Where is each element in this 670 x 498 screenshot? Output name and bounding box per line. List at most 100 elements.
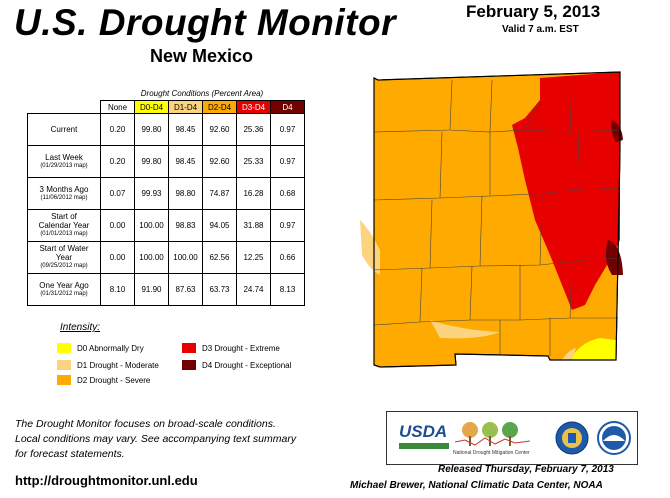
- author-credit: Michael Brewer, National Climatic Data C…: [350, 480, 603, 491]
- row-label-date: (01/01/2013 map): [40, 231, 88, 237]
- column-header: D3-D4: [236, 100, 271, 114]
- d1-area-southwest: [430, 320, 500, 339]
- partner-logos: USDA National Drought Mitigation Center: [386, 411, 638, 465]
- table-row: Last Week (01/29/2013 map) 0.20 99.80 98.45 9…: [27, 145, 305, 178]
- legend-item-d0: D0 Abnormally Dry: [57, 343, 144, 353]
- table-cell: 8.10: [100, 273, 135, 306]
- legend-swatch: [182, 343, 196, 353]
- table-cell: 0.20: [100, 145, 135, 178]
- table-cell: 92.60: [202, 113, 237, 146]
- row-label: 3 Months Ago (11/06/2012 map): [27, 177, 101, 210]
- table-cell: 91.90: [134, 273, 169, 306]
- column-header: None: [100, 100, 135, 114]
- legend-swatch: [57, 360, 71, 370]
- county-boundaries: [373, 75, 621, 356]
- state-name: New Mexico: [150, 46, 254, 66]
- state-border: [373, 71, 621, 368]
- footnote-line: Local conditions may vary. See accompany…: [15, 433, 297, 445]
- table-cell: 0.97: [270, 209, 305, 242]
- table-caption: Drought Conditions (Percent Area): [140, 89, 264, 98]
- table-cell: 98.80: [168, 177, 203, 210]
- table-cell: 100.00: [168, 241, 203, 274]
- row-label-text: Start of Water Year: [39, 244, 89, 262]
- table-header-row: None D0-D4 D1-D4 D2-D4 D3-D4 D4: [28, 100, 305, 114]
- footnote: The Drought Monitor focuses on broad-sca…: [15, 417, 296, 462]
- row-label: Start of Water Year (09/25/2012 map): [27, 241, 101, 274]
- legend-swatch: [182, 360, 196, 370]
- map-title: U.S. Drought Monitor: [14, 2, 396, 43]
- table-cell: 0.68: [270, 177, 305, 210]
- legend-label: D2 Drought - Severe: [77, 375, 151, 385]
- table-cell: 0.97: [270, 113, 305, 146]
- row-label-text: 3 Months Ago: [39, 184, 89, 194]
- table-cell: 0.00: [100, 209, 135, 242]
- legend-label: D4 Drought - Exceptional: [202, 360, 292, 370]
- legend-item-d3: D3 Drought - Extreme: [182, 343, 280, 353]
- footnote-line: for forecast statements.: [15, 448, 125, 460]
- row-label: Last Week (01/29/2013 map): [27, 145, 101, 178]
- row-label-date: (11/06/2012 map): [40, 194, 88, 201]
- table-cell: 25.36: [236, 113, 271, 146]
- legend-label: D1 Drought - Moderate: [77, 360, 159, 370]
- column-header: D1-D4: [168, 100, 203, 114]
- header-blank: [28, 101, 101, 114]
- row-label-date: (01/29/2013 map): [40, 162, 88, 169]
- row-label: Current: [27, 113, 101, 146]
- legend-swatch: [57, 375, 71, 385]
- legend-label: D0 Abnormally Dry: [77, 343, 144, 353]
- column-header: D0-D4: [134, 100, 169, 114]
- table-cell: 98.45: [168, 145, 203, 178]
- table-cell: 74.87: [202, 177, 237, 210]
- row-label-text: Last Week: [45, 152, 83, 162]
- legend-item-d1: D1 Drought - Moderate: [57, 360, 159, 370]
- row-label-text: Current: [50, 125, 78, 134]
- legend-item-d2: D2 Drought - Severe: [57, 375, 150, 385]
- table-cell: 8.13: [270, 273, 305, 306]
- table-cell: 62.56: [202, 241, 237, 274]
- d4-area-east: [605, 240, 623, 275]
- d1-area-southeast: [562, 348, 576, 360]
- table-row: One Year Ago (01/31/2012 map) 8.10 91.90 87.…: [27, 273, 305, 306]
- table-cell: 94.05: [202, 209, 237, 242]
- map-date: February 5, 2013: [466, 2, 601, 21]
- table-cell: 99.80: [134, 113, 169, 146]
- table-cell: 12.25: [236, 241, 271, 274]
- d1-area-west: [360, 220, 380, 275]
- table-cell: 0.97: [270, 145, 305, 178]
- ndmc-tree-icon: [455, 422, 531, 446]
- legend-label: D3 Drought - Extreme: [202, 343, 280, 353]
- website-url[interactable]: http://droughtmonitor.unl.edu: [15, 473, 198, 488]
- table-cell: 99.80: [134, 145, 169, 178]
- row-label-date: (09/25/2012 map): [40, 263, 88, 269]
- column-header: D2-D4: [202, 100, 237, 114]
- column-header: D4: [270, 100, 305, 114]
- table-cell: 16.28: [236, 177, 271, 210]
- row-label: Start of Calendar Year (01/01/2013 map): [27, 209, 101, 242]
- table-cell: 100.00: [134, 209, 169, 242]
- ndmc-logo-label: National Drought Mitigation Center: [453, 450, 530, 456]
- new-mexico-drought-map: [360, 71, 623, 368]
- legend-swatch: [57, 343, 71, 353]
- table-cell: 0.07: [100, 177, 135, 210]
- table-cell: 98.83: [168, 209, 203, 242]
- noaa-seal-icon: [597, 421, 631, 455]
- table-cell: 25.33: [236, 145, 271, 178]
- footnote-line: The Drought Monitor focuses on broad-sca…: [15, 418, 276, 430]
- table-cell: 99.93: [134, 177, 169, 210]
- usda-logo: USDA: [399, 422, 448, 441]
- table-cell: 63.73: [202, 273, 237, 306]
- d0-area-southeast: [570, 338, 616, 360]
- table-row: Current 0.20 99.80 98.45 92.60 25.36 0.97: [27, 113, 305, 146]
- row-label: One Year Ago (01/31/2012 map): [27, 273, 101, 306]
- row-label-text: One Year Ago: [39, 280, 89, 290]
- table-cell: 87.63: [168, 273, 203, 306]
- table-cell: 92.60: [202, 145, 237, 178]
- table-cell: 100.00: [134, 241, 169, 274]
- table-cell: 0.66: [270, 241, 305, 274]
- table-cell: 98.45: [168, 113, 203, 146]
- row-label-text: Start of Calendar Year: [38, 212, 90, 230]
- table-cell: 0.00: [100, 241, 135, 274]
- release-date: Released Thursday, February 7, 2013: [438, 464, 614, 475]
- table-row: 3 Months Ago (11/06/2012 map) 0.07 99.93 98.…: [27, 177, 305, 210]
- valid-time: Valid 7 a.m. EST: [502, 24, 579, 35]
